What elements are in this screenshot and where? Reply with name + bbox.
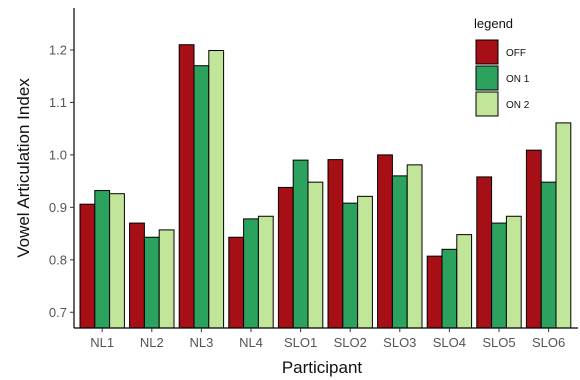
x-tick-label: SLO5 bbox=[482, 335, 515, 350]
bars-layer bbox=[79, 44, 572, 329]
x-tick-label: NL3 bbox=[189, 335, 213, 350]
bar-slo4-on2 bbox=[456, 234, 473, 329]
bar-slo1-off bbox=[277, 186, 294, 329]
x-axis-ticks: NL1 NL2 NL3 NL4 SLO1 SLO2 SLO3 SLO4 SLO5 SLO6 bbox=[90, 328, 565, 350]
bar-slo3-on2 bbox=[406, 164, 423, 329]
bar-slo5-on2 bbox=[505, 215, 522, 329]
bar-slo6-on2 bbox=[555, 122, 572, 329]
bar-slo5-on1 bbox=[491, 222, 507, 329]
legend-label: OFF bbox=[506, 48, 526, 59]
bar-slo2-on2 bbox=[357, 195, 373, 329]
x-tick-label: SLO3 bbox=[383, 335, 416, 350]
bar-nl3-on1 bbox=[193, 65, 210, 329]
legend-label: ON 2 bbox=[506, 100, 530, 111]
bar-slo6-on1 bbox=[540, 181, 557, 329]
bar-slo5-off bbox=[476, 176, 493, 329]
legend-label: ON 1 bbox=[506, 74, 530, 85]
y-tick-label: 1.0 bbox=[49, 147, 67, 162]
bar-slo3-on1 bbox=[391, 175, 408, 329]
x-tick-label: NL2 bbox=[140, 335, 164, 350]
bar-nl3-off bbox=[178, 44, 195, 329]
bar-nl1-on2 bbox=[109, 193, 125, 329]
bar-slo2-off bbox=[327, 159, 344, 329]
y-tick-label: 1.2 bbox=[49, 42, 67, 57]
bar-slo1-on1 bbox=[292, 159, 309, 329]
bar-nl1-off bbox=[79, 203, 96, 329]
bar-slo4-off bbox=[426, 255, 443, 329]
x-tick-label: SLO6 bbox=[532, 335, 565, 350]
y-tick-label: 0.9 bbox=[49, 200, 67, 215]
x-tick-label: NL1 bbox=[90, 335, 114, 350]
legend-swatch bbox=[475, 65, 499, 91]
bar-nl2-on1 bbox=[143, 236, 160, 329]
bar-nl4-on1 bbox=[243, 218, 259, 329]
bar-nl3-on2 bbox=[208, 49, 225, 329]
bar-slo6-off bbox=[525, 149, 542, 329]
bar-nl1-on1 bbox=[94, 190, 111, 329]
legend-title: legend bbox=[474, 16, 513, 31]
bar-nl4-off bbox=[228, 236, 245, 329]
x-axis-title: Participant bbox=[282, 358, 363, 377]
y-tick-label: 1.1 bbox=[49, 95, 67, 110]
x-tick-label: SLO2 bbox=[334, 335, 367, 350]
bar-nl4-on2 bbox=[257, 215, 274, 329]
bar-slo1-on2 bbox=[307, 181, 324, 329]
y-axis-ticks: 0.7 0.8 0.9 1.0 1.1 1.2 bbox=[49, 42, 74, 320]
x-tick-label: SLO4 bbox=[433, 335, 466, 350]
bar-slo4-on1 bbox=[441, 248, 458, 329]
y-tick-label: 0.7 bbox=[49, 305, 67, 320]
legend: legend OFF ON 1 ON 2 bbox=[474, 16, 530, 117]
bar-nl2-off bbox=[129, 222, 145, 329]
bar-nl2-on2 bbox=[158, 229, 175, 329]
legend-swatch bbox=[475, 39, 499, 65]
y-axis-title: Vowel Articulation Index bbox=[14, 78, 33, 258]
x-tick-label: SLO1 bbox=[284, 335, 317, 350]
bar-slo3-off bbox=[377, 154, 393, 329]
legend-swatch bbox=[475, 91, 499, 117]
y-tick-label: 0.8 bbox=[49, 252, 67, 267]
x-tick-label: NL4 bbox=[239, 335, 263, 350]
bar-slo2-on1 bbox=[342, 202, 359, 329]
